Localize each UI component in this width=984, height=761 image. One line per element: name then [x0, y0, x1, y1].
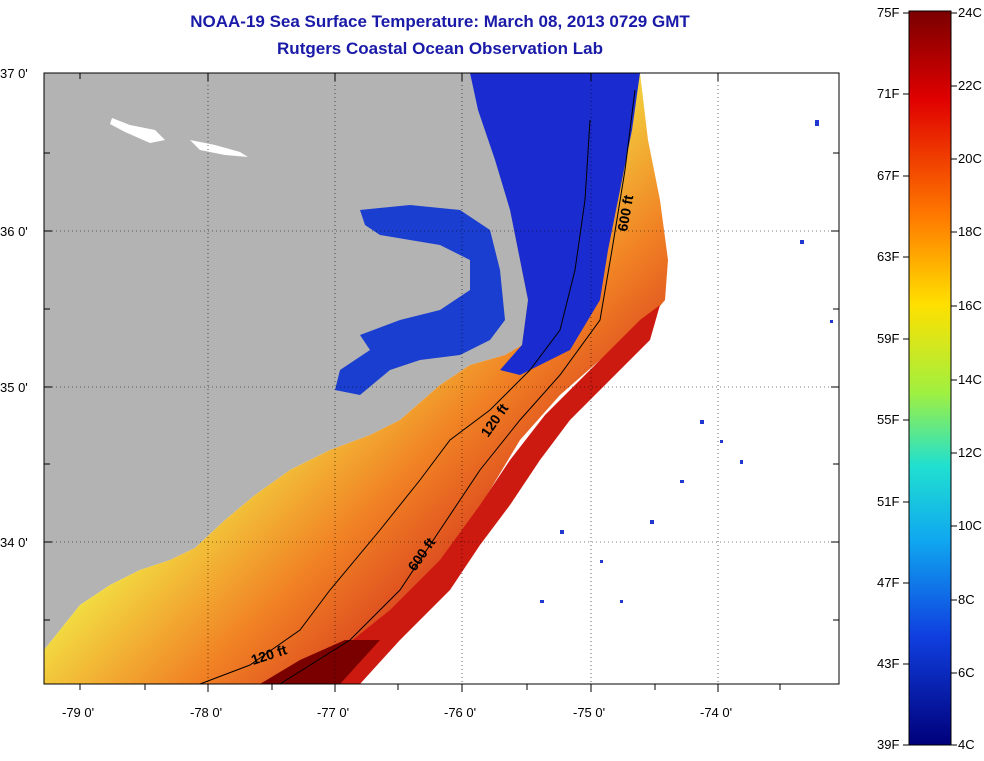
- cb-c-16: 16C: [958, 298, 982, 313]
- cb-f-75: 75F: [877, 5, 899, 20]
- cb-f-47: 47F: [877, 575, 899, 590]
- cb-c-20: 20C: [958, 151, 982, 166]
- cb-f-63: 63F: [877, 249, 899, 264]
- map-title: NOAA-19 Sea Surface Temperature: March 0…: [190, 12, 690, 31]
- creek-inlet: [110, 118, 165, 143]
- gulf-stream: [300, 305, 660, 684]
- cb-f-59: 59F: [877, 331, 899, 346]
- lon-label-74: -74 0': [700, 705, 732, 720]
- cb-c-4: 4C: [958, 737, 975, 752]
- cold-shelf-water: [470, 73, 640, 375]
- lat-label-37: 37 0': [0, 66, 28, 81]
- lon-label-75: -75 0': [573, 705, 605, 720]
- graticule: [44, 73, 839, 684]
- map-subtitle: Rutgers Coastal Ocean Observation Lab: [277, 39, 603, 58]
- lon-label-79: -79 0': [62, 705, 94, 720]
- map-frame: [43, 72, 840, 685]
- cb-f-43: 43F: [877, 656, 899, 671]
- cb-c-10: 10C: [958, 518, 982, 533]
- lat-label-35: 35 0': [0, 380, 28, 395]
- gulf-stream-edge: [260, 640, 380, 684]
- creek-inlet-2: [190, 140, 248, 157]
- cb-f-67: 67F: [877, 168, 899, 183]
- lat-label-34: 34 0': [0, 535, 28, 550]
- cb-c-22: 22C: [958, 78, 982, 93]
- isobath-120ft: [199, 119, 591, 685]
- albemarle-sound: [335, 205, 505, 395]
- tick-marks: [44, 73, 839, 692]
- cb-f-39: 39F: [877, 737, 899, 752]
- cb-c-14: 14C: [958, 372, 982, 387]
- cb-c-8: 8C: [958, 592, 975, 607]
- lon-label-78: -78 0': [190, 705, 222, 720]
- cb-c-24: 24C: [958, 5, 982, 20]
- cb-c-18: 18C: [958, 224, 982, 239]
- isobath-600ft: [279, 89, 636, 685]
- cb-c-12: 12C: [958, 445, 982, 460]
- colorbar: [908, 10, 952, 746]
- contour-label-600ft-north: 600 ft: [614, 193, 636, 232]
- lon-label-76: -76 0': [444, 705, 476, 720]
- cb-c-6: 6C: [958, 665, 975, 680]
- cloud-speckle: [540, 120, 833, 603]
- cb-f-51: 51F: [877, 494, 899, 509]
- colorbar-ticks: [903, 12, 957, 746]
- cb-f-55: 55F: [877, 412, 899, 427]
- lat-label-36: 36 0': [0, 224, 28, 239]
- cb-f-71: 71F: [877, 86, 899, 101]
- lon-label-77: -77 0': [317, 705, 349, 720]
